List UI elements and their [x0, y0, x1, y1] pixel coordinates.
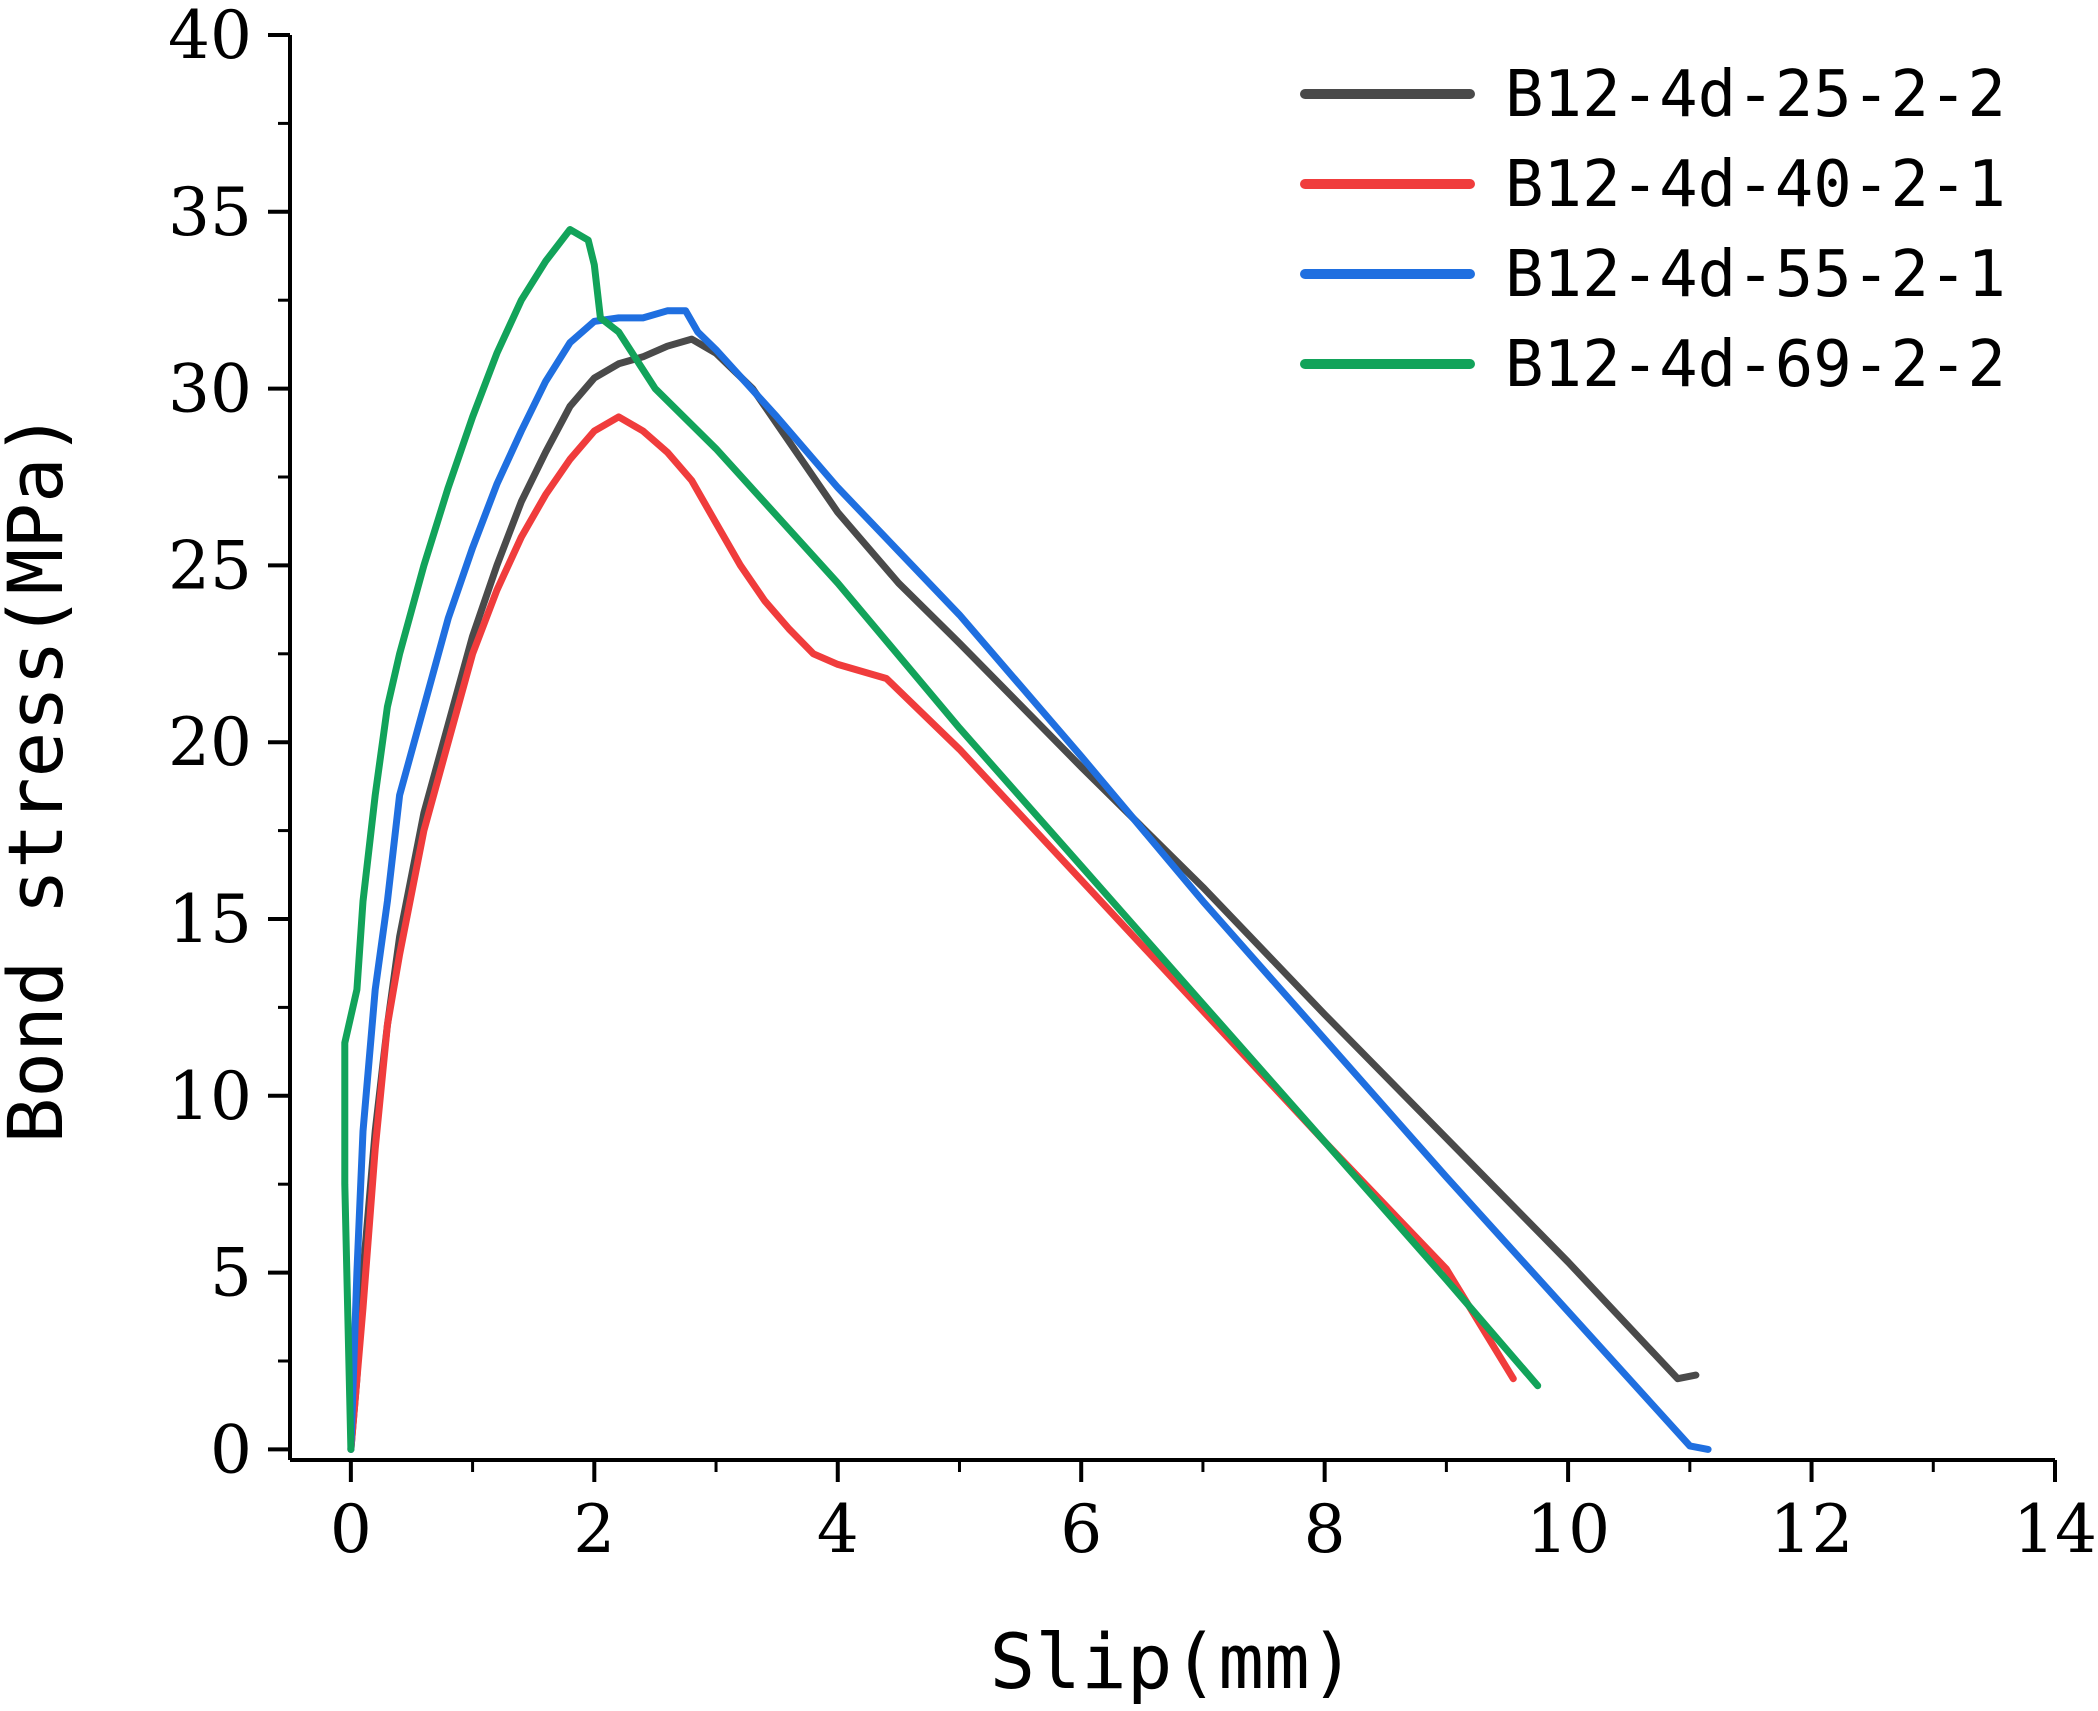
y-tick-label: 30: [168, 351, 252, 428]
x-tick-label: 0: [330, 1491, 372, 1568]
y-tick-label: 40: [168, 0, 252, 74]
x-tick-label: 8: [1304, 1491, 1346, 1568]
x-tick-label: 4: [817, 1491, 859, 1568]
y-tick-label: 15: [168, 881, 252, 958]
legend: B12-4d-25-2-2 B12-4d-40-2-1 B12-4d-55-2-1 B…: [1300, 58, 2006, 402]
x-axis-title: Slip(mm): [989, 1617, 1355, 1706]
y-tick-label: 20: [168, 704, 252, 781]
series-line-1: [347, 335, 1700, 1453]
x-tick-label: 10: [1526, 1491, 1610, 1568]
series-line-3: [347, 307, 1712, 1453]
y-ticks: 0 5 10 15 20 25 30 35 40: [168, 0, 290, 1488]
axes: 0 2 4 6 8 10 12 14 0 5 10 15 20 25 30 35 40: [168, 0, 2097, 1568]
x-tick-label: 6: [1060, 1491, 1102, 1568]
y-axis-title: Bond stress(MPa): [0, 411, 80, 1143]
legend-label-1: B12-4d-25-2-2: [1505, 58, 2006, 132]
x-ticks: 0 2 4 6 8 10 12 14: [330, 1460, 2097, 1568]
legend-label-4: B12-4d-69-2-2: [1505, 328, 2006, 402]
y-tick-label: 25: [168, 527, 252, 604]
y-tick-label: 0: [210, 1411, 252, 1488]
legend-label-2: B12-4d-40-2-1: [1505, 148, 2006, 222]
legend-label-3: B12-4d-55-2-1: [1505, 238, 2006, 312]
y-tick-label: 5: [210, 1235, 252, 1312]
x-tick-label: 14: [2013, 1491, 2097, 1568]
series-line-2: [347, 413, 1517, 1453]
series-line-4: [341, 226, 1542, 1453]
y-tick-label: 10: [168, 1058, 252, 1135]
x-tick-label: 2: [573, 1491, 615, 1568]
x-tick-label: 12: [1770, 1491, 1854, 1568]
y-tick-label: 35: [168, 174, 252, 251]
series-lines: [341, 226, 1712, 1453]
